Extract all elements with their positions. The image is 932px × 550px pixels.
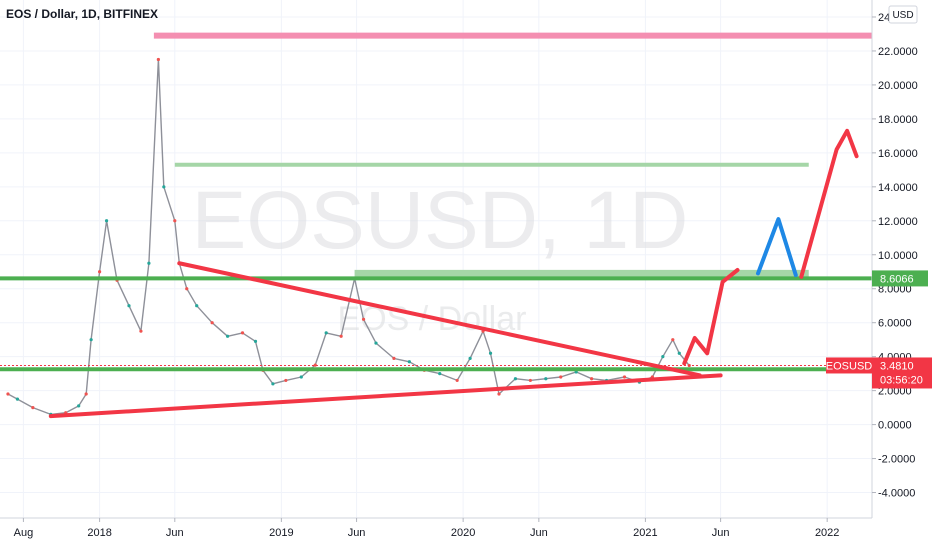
price-point-45 xyxy=(544,377,548,381)
trend-line-1[interactable] xyxy=(177,261,702,378)
price-point-12 xyxy=(139,329,143,333)
price-point-39 xyxy=(468,356,472,360)
watermark-symbol: EOSUSD, 1D xyxy=(192,175,689,266)
x-tick-label-7: 2021 xyxy=(633,527,657,539)
y-tick-label-13: 22.0000 xyxy=(878,46,918,58)
y-tick-label-1: -2.0000 xyxy=(878,454,915,466)
y-tick-label-5: 6.0000 xyxy=(878,318,912,330)
price-point-53 xyxy=(661,355,665,359)
price-point-11 xyxy=(127,304,131,308)
price-axis[interactable]: -4.0000-2.00000.00002.00004.00006.00008.… xyxy=(872,12,918,500)
price-point-29 xyxy=(324,331,328,335)
price-point-44 xyxy=(528,378,532,383)
x-tick-label-0: Aug xyxy=(14,527,34,539)
currency-label: USD xyxy=(892,10,913,21)
x-tick-label-8: Jun xyxy=(712,527,730,539)
y-tick-label-9: 14.0000 xyxy=(878,182,918,194)
y-tick-label-6: 8.0000 xyxy=(878,284,912,296)
price-point-54 xyxy=(671,338,675,342)
price-point-15 xyxy=(162,185,166,189)
price-point-16 xyxy=(173,219,177,223)
y-tick-label-0: -4.0000 xyxy=(878,488,915,500)
price-point-23 xyxy=(253,339,258,343)
current-price-label: 3.4810 xyxy=(880,360,914,372)
price-point-20 xyxy=(210,321,214,325)
price-point-2 xyxy=(31,406,35,410)
price-point-41 xyxy=(488,351,493,355)
chart-title: EOS / Dollar, 1D, BITFINEX xyxy=(6,7,158,21)
y-tick-label-8: 12.0000 xyxy=(878,216,918,228)
x-tick-label-2: Jun xyxy=(166,527,184,539)
x-tick-label-1: 2018 xyxy=(87,527,111,539)
drawings[interactable] xyxy=(0,32,872,419)
x-tick-label-3: 2019 xyxy=(269,527,293,539)
price-point-6 xyxy=(84,392,88,396)
projection-path-0[interactable] xyxy=(682,268,740,366)
price-point-9 xyxy=(104,219,109,223)
x-tick-label-4: Jun xyxy=(348,527,366,539)
symbol-badge-bg xyxy=(826,357,872,374)
price-point-55 xyxy=(677,351,681,355)
price-point-35 xyxy=(407,360,411,364)
trend-line-0[interactable] xyxy=(48,373,723,419)
y-tick-label-10: 16.0000 xyxy=(878,148,918,160)
price-point-27 xyxy=(299,375,303,379)
countdown-label: 03:56:20 xyxy=(880,374,923,386)
price-point-1 xyxy=(15,397,20,401)
time-axis[interactable]: Aug 2018 Jun 2019 Jun 2020 Jun 2021 Jun 2022 xyxy=(14,518,840,539)
price-point-0 xyxy=(6,392,10,396)
price-point-33 xyxy=(374,341,378,345)
price-point-8 xyxy=(98,270,102,274)
x-tick-label-6: Jun xyxy=(530,527,548,539)
price-point-30 xyxy=(339,334,343,338)
currency-button[interactable]: USD xyxy=(888,5,918,24)
price-point-32 xyxy=(361,317,366,321)
price-badge-bg-0 xyxy=(872,270,928,287)
price-point-48 xyxy=(590,377,594,381)
price-point-43 xyxy=(513,377,518,381)
price-badge-label-0: 8.6066 xyxy=(880,273,914,285)
y-tick-label-3: 2.0000 xyxy=(878,386,912,398)
price-point-18 xyxy=(185,287,189,291)
price-point-5 xyxy=(77,404,81,408)
x-tick-label-9: 2022 xyxy=(815,527,839,539)
x-tick-label-5: 2020 xyxy=(451,527,475,539)
price-point-38 xyxy=(455,378,459,383)
y-tick-label-11: 18.0000 xyxy=(878,114,918,126)
current-price-badge-bg xyxy=(872,357,932,389)
y-tick-label-12: 20.0000 xyxy=(878,80,918,92)
price-point-14 xyxy=(156,57,160,62)
price-point-19 xyxy=(195,304,199,308)
y-tick-label-7: 10.0000 xyxy=(878,250,918,262)
price-point-37 xyxy=(438,372,442,376)
price-point-7 xyxy=(89,338,93,342)
price-point-13 xyxy=(147,261,151,265)
price-point-25 xyxy=(271,382,275,386)
price-point-22 xyxy=(240,331,245,335)
price-point-34 xyxy=(392,356,396,360)
y-tick-label-2: 0.0000 xyxy=(878,420,912,432)
price-point-42 xyxy=(497,392,501,396)
price-point-26 xyxy=(284,378,288,383)
price-point-46 xyxy=(559,375,563,379)
price-point-50 xyxy=(622,375,627,379)
projection-path-1[interactable] xyxy=(756,217,798,278)
projection-path-2[interactable] xyxy=(799,128,859,279)
symbol-badge-label: EOSUSD xyxy=(826,360,873,372)
grid-lines xyxy=(0,0,872,518)
watermark: EOSUSD, 1D EOS / Dollar xyxy=(192,175,689,338)
price-point-21 xyxy=(225,334,230,338)
